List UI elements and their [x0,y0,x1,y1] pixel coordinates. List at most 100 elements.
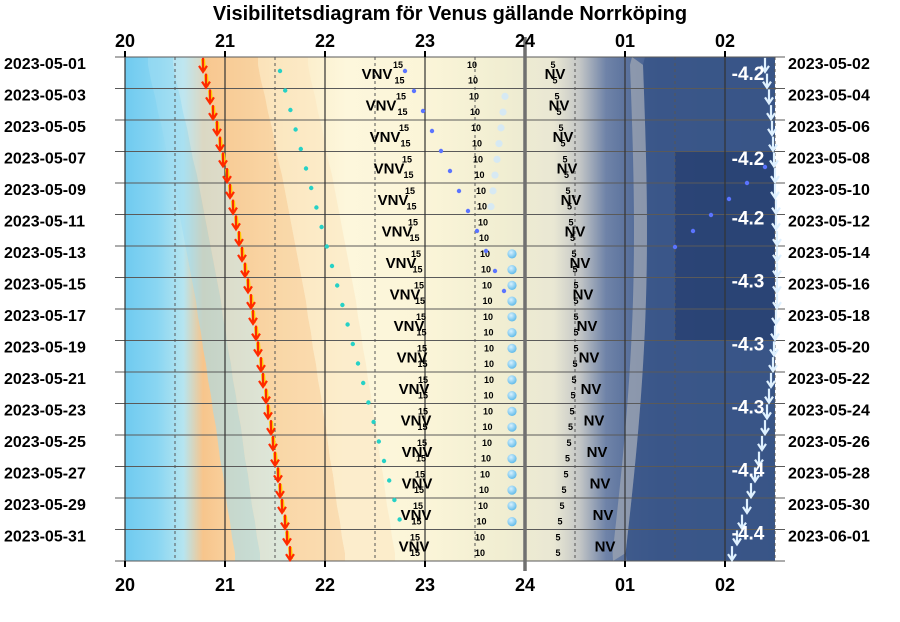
venus-dot [708,212,714,218]
venus-set-arrow [767,120,777,137]
venus-set-arrow-head [760,427,770,437]
magnitude-label: -4.2 [732,64,765,85]
altitude-5-label: 5 [565,186,570,196]
venus-set-arrow [771,199,781,216]
bottom-hour-label: 01 [615,575,635,595]
altitude-5-label: 5 [573,312,578,322]
right-date-label: 2023-05-24 [788,402,870,419]
azimuth-vnv-label: VNV [390,286,421,303]
sunset-arrow-head [225,191,235,200]
left-date-label: 2023-05-21 [4,371,86,388]
sunset-arrow-head [277,506,287,515]
altitude-10-label: 10 [483,406,493,416]
right-date-label: 2023-05-02 [788,56,870,73]
top-hour-label: 22 [315,31,335,51]
sunset-arrow-head [237,254,247,263]
altitude-5-label: 5 [568,422,573,432]
planet-dot [507,454,517,464]
sunset-arrow-head [282,537,292,547]
planet-dot [507,265,517,275]
sunset-arrow [234,231,244,248]
moon-dot [319,224,324,230]
sunset-arrow [240,262,250,279]
right-date-label: 2023-05-06 [788,119,870,136]
altitude-15-label: 15 [409,233,419,243]
venus-set-arrow [762,404,772,421]
sunset-arrow [258,372,268,389]
top-hour-label: 24 [515,31,535,51]
top-hour-label: 01 [615,31,635,51]
venus-set-arrow-head [771,317,781,326]
altitude-10-label: 10 [478,217,488,227]
bottom-hour-label: 21 [215,575,235,595]
venus-set-arrow [754,451,764,468]
azimuth-vnv-label: VNV [370,129,401,146]
right-date-label: 2023-05-08 [788,150,870,167]
sunset-arrow [215,136,225,153]
venus-dot [744,180,750,186]
venus-set-arrows [727,57,782,563]
venus-set-arrow [760,57,770,74]
left-date-label: 2023-05-03 [4,87,86,104]
altitude-15-label: 15 [410,532,420,542]
planet-dot [507,280,517,290]
altitude-5-label: 5 [557,517,562,527]
moon-dot [277,68,283,74]
planet-dot [507,249,517,259]
dot-markers [277,68,768,527]
venus-dot [690,228,696,234]
venus-dot [762,164,768,170]
sunset-arrow-head [263,411,273,421]
sunset-arrow [251,325,261,342]
sunset-arrow-head [234,238,244,248]
azimuth-vnv-label: VNV [399,381,430,398]
altitude-5-label: 5 [573,343,578,353]
altitude-5-label: 5 [550,60,555,70]
altitude-15-label: 15 [406,202,416,212]
right-date-label: 2023-05-28 [788,465,870,482]
sunset-arrow-head [215,144,225,153]
venus-set-arrow-head [737,522,747,531]
sunset-arrow-head [251,333,261,342]
right-date-label: 2023-05-30 [788,497,870,514]
altitude-5-label: 5 [566,438,571,448]
altitude-5-label: 5 [559,501,564,511]
altitude-15-label: 15 [393,60,403,70]
altitude-10-label: 10 [470,107,480,117]
azimuth-vnv-label: VNV [386,255,417,272]
altitude-15-label: 15 [417,359,427,369]
moon-dot [298,146,303,152]
moon-dot [288,107,293,113]
moon-dot [381,458,387,464]
altitude-5-label: 5 [572,265,577,275]
grid-lines [115,37,785,571]
altitude-15-label: 15 [394,76,404,86]
venus-set-arrow [770,168,780,185]
sunset-arrow [225,183,235,200]
planet-dot [507,501,517,511]
azimuth-vnv-label: VNV [401,507,432,524]
sunset-arrow-head [266,427,276,437]
altitude-10-label: 10 [473,154,483,164]
azimuth-vnv-label: VNV [394,318,425,335]
right-date-label: 2023-05-26 [788,434,870,451]
venus-set-arrow [746,483,756,500]
sunset-arrow [246,294,256,311]
azimuth-nv-label: NV [549,97,570,114]
sunset-arrow [266,420,276,437]
top-hour-label: 23 [415,31,435,51]
sunset-arrow-head [231,222,241,232]
venus-set-arrow-head [727,553,737,563]
sunset-arrow [270,451,280,468]
altitude-10-label: 10 [476,186,486,196]
sunset-arrow-head [261,396,271,405]
altitude-10-label: 10 [468,76,478,86]
altitude-10-label: 10 [474,170,484,180]
left-date-label: 2023-05-13 [4,245,86,262]
sunset-arrow [205,89,215,106]
altitude-5-label: 5 [567,202,572,212]
azimuth-vnv-label: VNV [401,412,432,429]
azimuth-vnv-label: VNV [402,475,433,492]
bottom-hour-label: 23 [415,575,435,595]
altitude-5-label: 5 [569,406,574,416]
